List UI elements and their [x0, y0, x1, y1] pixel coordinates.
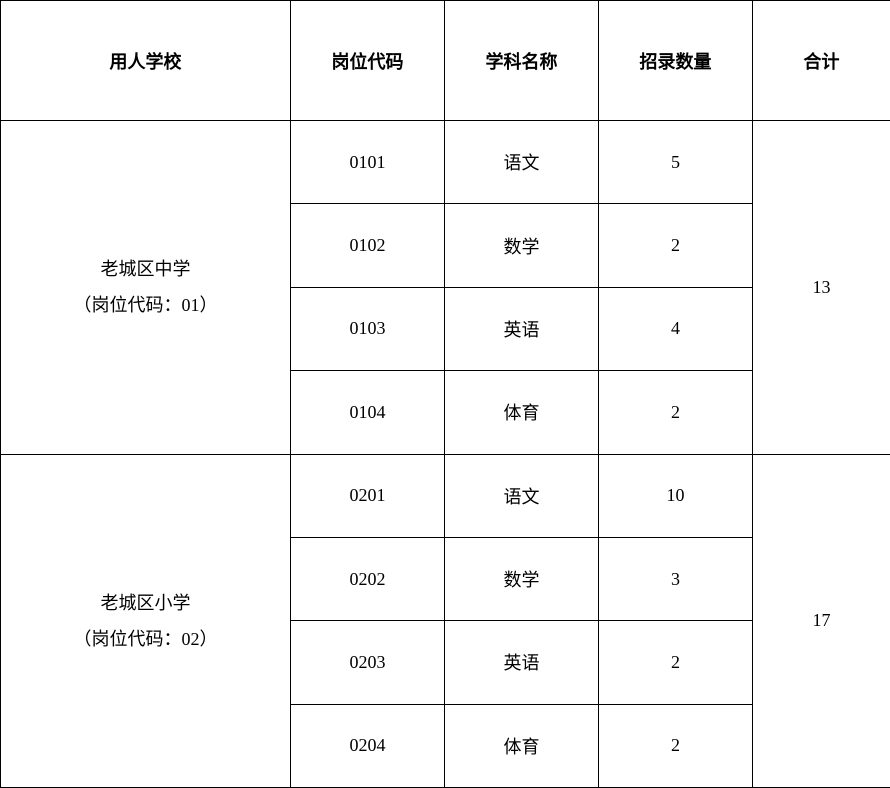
header-count: 招录数量: [599, 1, 753, 121]
school-code-label: （岗位代码：02）: [1, 621, 290, 657]
subject-cell: 英语: [445, 287, 599, 370]
count-cell: 5: [599, 121, 753, 204]
table-row: 老城区中学 （岗位代码：01） 0101 语文 5 13: [1, 121, 890, 204]
count-cell: 2: [599, 704, 753, 787]
subject-cell: 数学: [445, 204, 599, 287]
header-total: 合计: [753, 1, 890, 121]
header-code: 岗位代码: [291, 1, 445, 121]
subject-cell: 数学: [445, 537, 599, 620]
school-cell: 老城区小学 （岗位代码：02）: [1, 454, 291, 788]
code-cell: 0103: [291, 287, 445, 370]
school-name: 老城区中学: [1, 251, 290, 287]
school-name: 老城区小学: [1, 585, 290, 621]
subject-cell: 英语: [445, 621, 599, 704]
table-row: 老城区小学 （岗位代码：02） 0201 语文 10 17: [1, 454, 890, 537]
code-cell: 0203: [291, 621, 445, 704]
school-code-label: （岗位代码：01）: [1, 287, 290, 323]
code-cell: 0202: [291, 537, 445, 620]
total-cell: 13: [753, 121, 890, 455]
table-header-row: 用人学校 岗位代码 学科名称 招录数量 合计: [1, 1, 890, 121]
header-school: 用人学校: [1, 1, 291, 121]
subject-cell: 语文: [445, 454, 599, 537]
subject-cell: 体育: [445, 371, 599, 454]
header-subject: 学科名称: [445, 1, 599, 121]
count-cell: 2: [599, 204, 753, 287]
code-cell: 0204: [291, 704, 445, 787]
count-cell: 2: [599, 621, 753, 704]
count-cell: 3: [599, 537, 753, 620]
school-cell: 老城区中学 （岗位代码：01）: [1, 121, 291, 455]
count-cell: 10: [599, 454, 753, 537]
table-body: 老城区中学 （岗位代码：01） 0101 语文 5 13 0102 数学 2 0…: [1, 121, 890, 788]
total-cell: 17: [753, 454, 890, 788]
subject-cell: 语文: [445, 121, 599, 204]
count-cell: 2: [599, 371, 753, 454]
code-cell: 0101: [291, 121, 445, 204]
count-cell: 4: [599, 287, 753, 370]
code-cell: 0102: [291, 204, 445, 287]
code-cell: 0201: [291, 454, 445, 537]
code-cell: 0104: [291, 371, 445, 454]
subject-cell: 体育: [445, 704, 599, 787]
recruitment-table: 用人学校 岗位代码 学科名称 招录数量 合计 老城区中学 （岗位代码：01） 0…: [0, 0, 890, 788]
